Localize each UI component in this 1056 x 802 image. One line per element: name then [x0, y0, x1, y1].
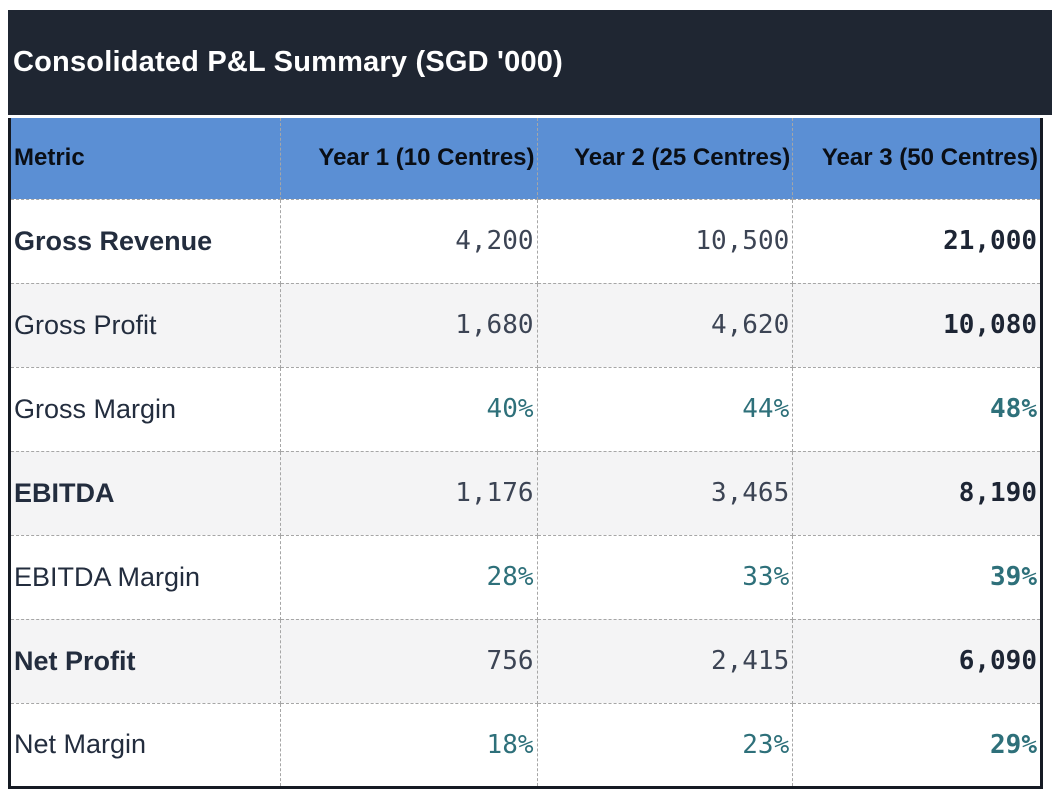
- value-cell-year1: 4,200: [279, 198, 538, 284]
- metric-cell: Net Margin: [9, 702, 281, 788]
- header-row: Metric Year 1 (10 Centres) Year 2 (25 Ce…: [9, 118, 1042, 200]
- value-cell-year3: 8,190: [792, 450, 1042, 536]
- value-cell-year2: 23%: [536, 702, 794, 788]
- value-cell-year3: 48%: [792, 366, 1042, 452]
- column-header-year1: Year 1 (10 Centres): [279, 118, 538, 200]
- value-cell-year2: 33%: [536, 534, 794, 620]
- value-cell-year1: 1,680: [279, 282, 538, 368]
- value-cell-year1: 40%: [279, 366, 538, 452]
- value-cell-year1: 1,176: [279, 450, 538, 536]
- value-cell-year2: 44%: [536, 366, 794, 452]
- table-title-bar: Consolidated P&L Summary (SGD '000): [8, 10, 1052, 115]
- value-cell-year3: 29%: [792, 702, 1042, 788]
- table-row: Gross Margin 40% 44% 48%: [9, 366, 1042, 452]
- value-cell-year1: 28%: [279, 534, 538, 620]
- value-cell-year1: 756: [279, 618, 538, 704]
- metric-cell: Net Profit: [9, 618, 281, 704]
- value-cell-year3: 39%: [792, 534, 1042, 620]
- table-row: EBITDA Margin 28% 33% 39%: [9, 534, 1042, 620]
- column-header-year3: Year 3 (50 Centres): [792, 118, 1042, 200]
- metric-cell: Gross Margin: [9, 366, 281, 452]
- pnl-table: Metric Year 1 (10 Centres) Year 2 (25 Ce…: [8, 118, 1043, 789]
- value-cell-year2: 3,465: [536, 450, 794, 536]
- value-cell-year3: 6,090: [792, 618, 1042, 704]
- value-cell-year3: 21,000: [792, 198, 1042, 284]
- value-cell-year2: 10,500: [536, 198, 794, 284]
- pnl-summary: Consolidated P&L Summary (SGD '000) Metr…: [8, 10, 1052, 789]
- metric-cell: Gross Revenue: [9, 198, 281, 284]
- table-title: Consolidated P&L Summary (SGD '000): [13, 46, 563, 78]
- pnl-table-body: Gross Revenue 4,200 10,500 21,000 Gross Prof…: [9, 198, 1042, 788]
- value-cell-year2: 4,620: [536, 282, 794, 368]
- column-header-year2: Year 2 (25 Centres): [536, 118, 794, 200]
- table-row: Net Margin 18% 23% 29%: [9, 702, 1042, 788]
- metric-cell: Gross Profit: [9, 282, 281, 368]
- value-cell-year2: 2,415: [536, 618, 794, 704]
- table-row: Gross Revenue 4,200 10,500 21,000: [9, 198, 1042, 284]
- table-row: Net Profit 756 2,415 6,090: [9, 618, 1042, 704]
- value-cell-year3: 10,080: [792, 282, 1042, 368]
- table-row: Gross Profit 1,680 4,620 10,080: [9, 282, 1042, 368]
- metric-cell: EBITDA Margin: [9, 534, 281, 620]
- metric-cell: EBITDA: [9, 450, 281, 536]
- table-row: EBITDA 1,176 3,465 8,190: [9, 450, 1042, 536]
- value-cell-year1: 18%: [279, 702, 538, 788]
- column-header-metric: Metric: [9, 118, 281, 200]
